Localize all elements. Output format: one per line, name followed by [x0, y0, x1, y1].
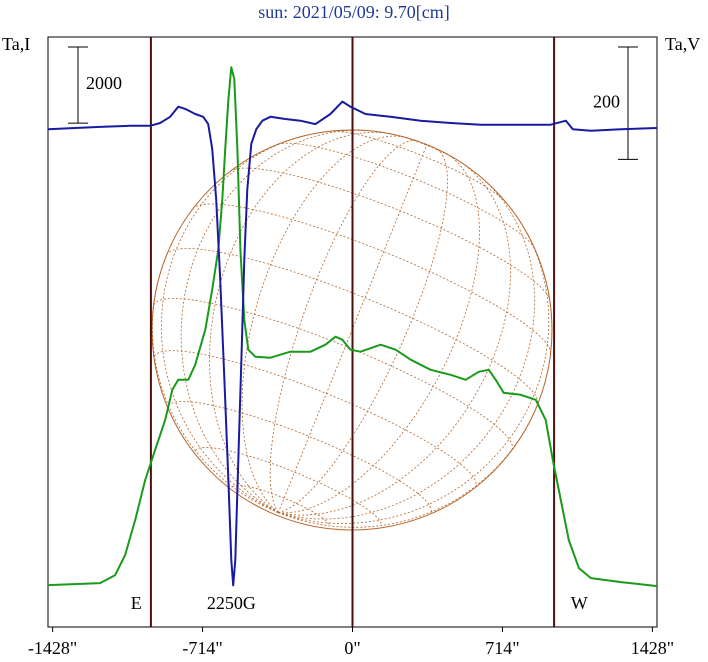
graticule-line	[278, 404, 538, 528]
x-tick-label: 714"	[485, 638, 519, 658]
graticule-line	[230, 167, 551, 301]
graticule-line	[241, 135, 408, 513]
annotation: W	[571, 593, 588, 613]
graticule-line	[168, 401, 432, 513]
sun-disk	[151, 129, 553, 531]
graticule-line	[278, 219, 550, 524]
graticule-line	[209, 132, 392, 513]
graticule-line	[278, 153, 480, 514]
x-tick-label: -1428"	[28, 638, 77, 658]
graticule-line	[180, 129, 366, 513]
series-line	[47, 100, 658, 587]
graticule-line	[160, 134, 309, 513]
annotation: E	[131, 593, 142, 613]
graticule-line	[269, 140, 417, 513]
x-tick-label: 0"	[344, 638, 360, 658]
graticule-line	[192, 203, 551, 354]
graticule-line	[151, 254, 279, 513]
graticule-line	[278, 176, 536, 520]
scale-bar-label: 2000	[86, 73, 122, 93]
annotation: 2250G	[207, 593, 256, 613]
graticule-line	[195, 447, 382, 526]
graticule-line	[278, 148, 448, 513]
graticule-line	[278, 161, 511, 516]
y2-axis-label: Ta,V	[665, 34, 700, 54]
series-line	[47, 66, 658, 588]
scale-bar-label: 200	[593, 91, 620, 111]
x-tick-label: -714"	[182, 638, 222, 658]
chart-title: sun: 2021/05/09: 9.70[cm]	[258, 2, 450, 22]
graticule-line	[232, 484, 330, 526]
graticule-line	[154, 350, 477, 487]
y-axis-label: Ta,I	[2, 34, 30, 54]
x-tick-label: 1428"	[631, 638, 674, 658]
